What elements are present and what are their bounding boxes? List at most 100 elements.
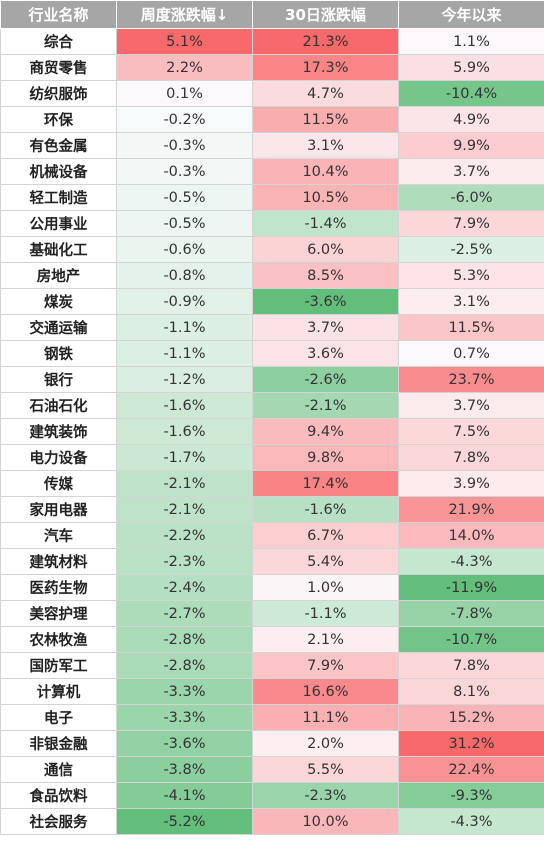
ytd-change-cell: 23.7% xyxy=(398,366,544,393)
30day-change-cell: 5.5% xyxy=(252,756,399,783)
table-row: 交通运输 -1.1% 3.7% 11.5% xyxy=(0,314,544,341)
header-30day-change[interactable]: 30日涨跌幅 xyxy=(252,0,399,29)
ytd-change-cell: 3.1% xyxy=(398,288,544,315)
industry-returns-table: 行业名称 周度涨跌幅↓ 30日涨跌幅 今年以来 综合 5.1% 21.3% 1.1% 商… xyxy=(0,0,544,835)
header-industry-name[interactable]: 行业名称 xyxy=(0,0,117,29)
industry-name-cell: 公用事业 xyxy=(0,210,117,237)
weekly-change-cell: -1.6% xyxy=(116,392,253,419)
table-row: 银行 -1.2% -2.6% 23.7% xyxy=(0,366,544,393)
table-row: 环保 -0.2% 11.5% 4.9% xyxy=(0,106,544,133)
industry-name-cell: 农林牧渔 xyxy=(0,626,117,653)
table-row: 有色金属 -0.3% 3.1% 9.9% xyxy=(0,132,544,159)
weekly-change-cell: -1.1% xyxy=(116,314,253,341)
ytd-change-cell: 11.5% xyxy=(398,314,544,341)
weekly-change-cell: -0.8% xyxy=(116,262,253,289)
weekly-change-cell: -0.3% xyxy=(116,132,253,159)
30day-change-cell: -2.3% xyxy=(252,782,399,809)
30day-change-cell: 3.1% xyxy=(252,132,399,159)
ytd-change-cell: -11.9% xyxy=(398,574,544,601)
weekly-change-cell: -1.2% xyxy=(116,366,253,393)
table-row: 商贸零售 2.2% 17.3% 5.9% xyxy=(0,54,544,81)
table-row: 机械设备 -0.3% 10.4% 3.7% xyxy=(0,158,544,185)
ytd-change-cell: -4.3% xyxy=(398,548,544,575)
industry-name-cell: 非银金融 xyxy=(0,730,117,757)
weekly-change-cell: -3.3% xyxy=(116,704,253,731)
table-row: 综合 5.1% 21.3% 1.1% xyxy=(0,28,544,55)
weekly-change-cell: -3.6% xyxy=(116,730,253,757)
weekly-change-cell: -1.7% xyxy=(116,444,253,471)
header-weekly-change[interactable]: 周度涨跌幅↓ xyxy=(116,0,253,29)
industry-name-cell: 交通运输 xyxy=(0,314,117,341)
30day-change-cell: 11.1% xyxy=(252,704,399,731)
ytd-change-cell: 3.7% xyxy=(398,392,544,419)
industry-name-cell: 综合 xyxy=(0,28,117,55)
weekly-change-cell: -3.3% xyxy=(116,678,253,705)
table-row: 轻工制造 -0.5% 10.5% -6.0% xyxy=(0,184,544,211)
30day-change-cell: 10.5% xyxy=(252,184,399,211)
industry-name-cell: 通信 xyxy=(0,756,117,783)
weekly-change-cell: -0.5% xyxy=(116,184,253,211)
table-row: 公用事业 -0.5% -1.4% 7.9% xyxy=(0,210,544,237)
30day-change-cell: 17.4% xyxy=(252,470,399,497)
30day-change-cell: 9.4% xyxy=(252,418,399,445)
industry-name-cell: 社会服务 xyxy=(0,808,117,835)
ytd-change-cell: 3.7% xyxy=(398,158,544,185)
weekly-change-cell: -5.2% xyxy=(116,808,253,835)
30day-change-cell: -2.6% xyxy=(252,366,399,393)
ytd-change-cell: 14.0% xyxy=(398,522,544,549)
ytd-change-cell: 7.8% xyxy=(398,652,544,679)
table-row: 煤炭 -0.9% -3.6% 3.1% xyxy=(0,288,544,315)
30day-change-cell: 2.0% xyxy=(252,730,399,757)
ytd-change-cell: 9.9% xyxy=(398,132,544,159)
30day-change-cell: -1.1% xyxy=(252,600,399,627)
table-row: 电力设备 -1.7% 9.8% 7.8% xyxy=(0,444,544,471)
ytd-change-cell: 15.2% xyxy=(398,704,544,731)
table-row: 通信 -3.8% 5.5% 22.4% xyxy=(0,756,544,783)
30day-change-cell: 7.9% xyxy=(252,652,399,679)
table-row: 基础化工 -0.6% 6.0% -2.5% xyxy=(0,236,544,263)
industry-name-cell: 纺织服饰 xyxy=(0,80,117,107)
30day-change-cell: 16.6% xyxy=(252,678,399,705)
table-row: 建筑材料 -2.3% 5.4% -4.3% xyxy=(0,548,544,575)
industry-name-cell: 钢铁 xyxy=(0,340,117,367)
ytd-change-cell: -2.5% xyxy=(398,236,544,263)
weekly-change-cell: -0.6% xyxy=(116,236,253,263)
industry-name-cell: 电力设备 xyxy=(0,444,117,471)
table-row: 房地产 -0.8% 8.5% 5.3% xyxy=(0,262,544,289)
weekly-change-cell: -4.1% xyxy=(116,782,253,809)
weekly-change-cell: -0.2% xyxy=(116,106,253,133)
ytd-change-cell: 22.4% xyxy=(398,756,544,783)
ytd-change-cell: 7.5% xyxy=(398,418,544,445)
industry-name-cell: 环保 xyxy=(0,106,117,133)
ytd-change-cell: 5.9% xyxy=(398,54,544,81)
industry-name-cell: 石油石化 xyxy=(0,392,117,419)
table-row: 建筑装饰 -1.6% 9.4% 7.5% xyxy=(0,418,544,445)
weekly-change-cell: -2.8% xyxy=(116,652,253,679)
30day-change-cell: 3.7% xyxy=(252,314,399,341)
weekly-change-cell: -2.1% xyxy=(116,496,253,523)
weekly-change-cell: -2.1% xyxy=(116,470,253,497)
30day-change-cell: 9.8% xyxy=(252,444,399,471)
weekly-change-cell: -2.8% xyxy=(116,626,253,653)
ytd-change-cell: -7.8% xyxy=(398,600,544,627)
table-row: 电子 -3.3% 11.1% 15.2% xyxy=(0,704,544,731)
30day-change-cell: 5.4% xyxy=(252,548,399,575)
ytd-change-cell: 8.1% xyxy=(398,678,544,705)
ytd-change-cell: -9.3% xyxy=(398,782,544,809)
table-row: 汽车 -2.2% 6.7% 14.0% xyxy=(0,522,544,549)
industry-name-cell: 建筑装饰 xyxy=(0,418,117,445)
table-body: 综合 5.1% 21.3% 1.1% 商贸零售 2.2% 17.3% 5.9% 纺织服饰 0.1%… xyxy=(0,28,544,835)
ytd-change-cell: 21.9% xyxy=(398,496,544,523)
table-row: 纺织服饰 0.1% 4.7% -10.4% xyxy=(0,80,544,107)
header-ytd-change[interactable]: 今年以来 xyxy=(398,0,544,29)
30day-change-cell: -1.6% xyxy=(252,496,399,523)
weekly-change-cell: -0.5% xyxy=(116,210,253,237)
industry-name-cell: 美容护理 xyxy=(0,600,117,627)
30day-change-cell: -1.4% xyxy=(252,210,399,237)
weekly-change-cell: -2.2% xyxy=(116,522,253,549)
30day-change-cell: 6.0% xyxy=(252,236,399,263)
30day-change-cell: 2.1% xyxy=(252,626,399,653)
table-row: 农林牧渔 -2.8% 2.1% -10.7% xyxy=(0,626,544,653)
ytd-change-cell: 1.1% xyxy=(398,28,544,55)
industry-name-cell: 机械设备 xyxy=(0,158,117,185)
